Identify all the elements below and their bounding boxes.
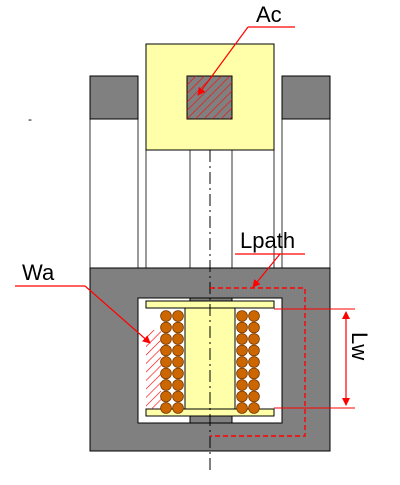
wire-turn xyxy=(160,390,172,403)
wire-turn xyxy=(248,390,260,403)
label-lw: Lw xyxy=(347,332,372,360)
wire-turn xyxy=(160,333,172,345)
wire-turn xyxy=(160,367,172,380)
wire-turn xyxy=(248,321,260,334)
wire-turn xyxy=(172,344,184,357)
winding-right xyxy=(236,310,260,414)
annotation-wa: Wa xyxy=(15,260,151,344)
wire-turn xyxy=(160,379,172,391)
wire-turn xyxy=(160,310,172,322)
wire-turn xyxy=(248,344,260,357)
magnetic-path xyxy=(210,287,306,437)
wire-turn xyxy=(248,356,260,368)
wire-turn xyxy=(236,333,248,345)
label-wa: Wa xyxy=(22,260,55,285)
ac-arrow xyxy=(197,26,249,96)
wire-turn xyxy=(236,321,248,334)
lpath-arrow xyxy=(252,253,281,288)
top-view xyxy=(89,43,331,151)
label-ac: Ac xyxy=(256,2,282,27)
projection-lines xyxy=(89,119,331,268)
wire-turn xyxy=(236,344,248,357)
core-area-hatch xyxy=(187,76,232,119)
wire-turn xyxy=(172,321,184,334)
wire-turn xyxy=(236,390,248,403)
wire-turn xyxy=(172,333,184,345)
annotation-lpath: Lpath xyxy=(210,228,306,437)
wire-turn xyxy=(172,379,184,391)
annotation-lw: Lw xyxy=(274,308,372,409)
label-lpath: Lpath xyxy=(240,228,295,253)
wire-turn xyxy=(248,402,260,414)
core-right-leg-top xyxy=(281,75,331,120)
wire-turn xyxy=(172,367,184,380)
wire-turn xyxy=(236,402,248,414)
wire-turn xyxy=(172,356,184,368)
stray-mark: - xyxy=(28,112,32,126)
wire-turn xyxy=(160,344,172,357)
wa-arrow xyxy=(84,285,151,344)
winding-left xyxy=(160,310,184,414)
wire-turn xyxy=(160,402,172,414)
wire-turn xyxy=(160,356,172,368)
annotation-ac: Ac xyxy=(197,2,295,96)
wire-turn xyxy=(236,367,248,380)
wire-turn xyxy=(248,333,260,345)
wire-turn xyxy=(236,379,248,391)
wire-turn xyxy=(236,356,248,368)
wire-turn xyxy=(172,402,184,414)
core-left-leg-top xyxy=(89,75,139,120)
wire-turn xyxy=(160,321,172,334)
wire-turn xyxy=(248,379,260,391)
wire-turn xyxy=(248,367,260,380)
wire-turn xyxy=(236,310,248,322)
wire-turn xyxy=(172,390,184,403)
wire-turn xyxy=(172,310,184,322)
wire-turn xyxy=(248,310,260,322)
window-area-hatch xyxy=(146,330,161,409)
